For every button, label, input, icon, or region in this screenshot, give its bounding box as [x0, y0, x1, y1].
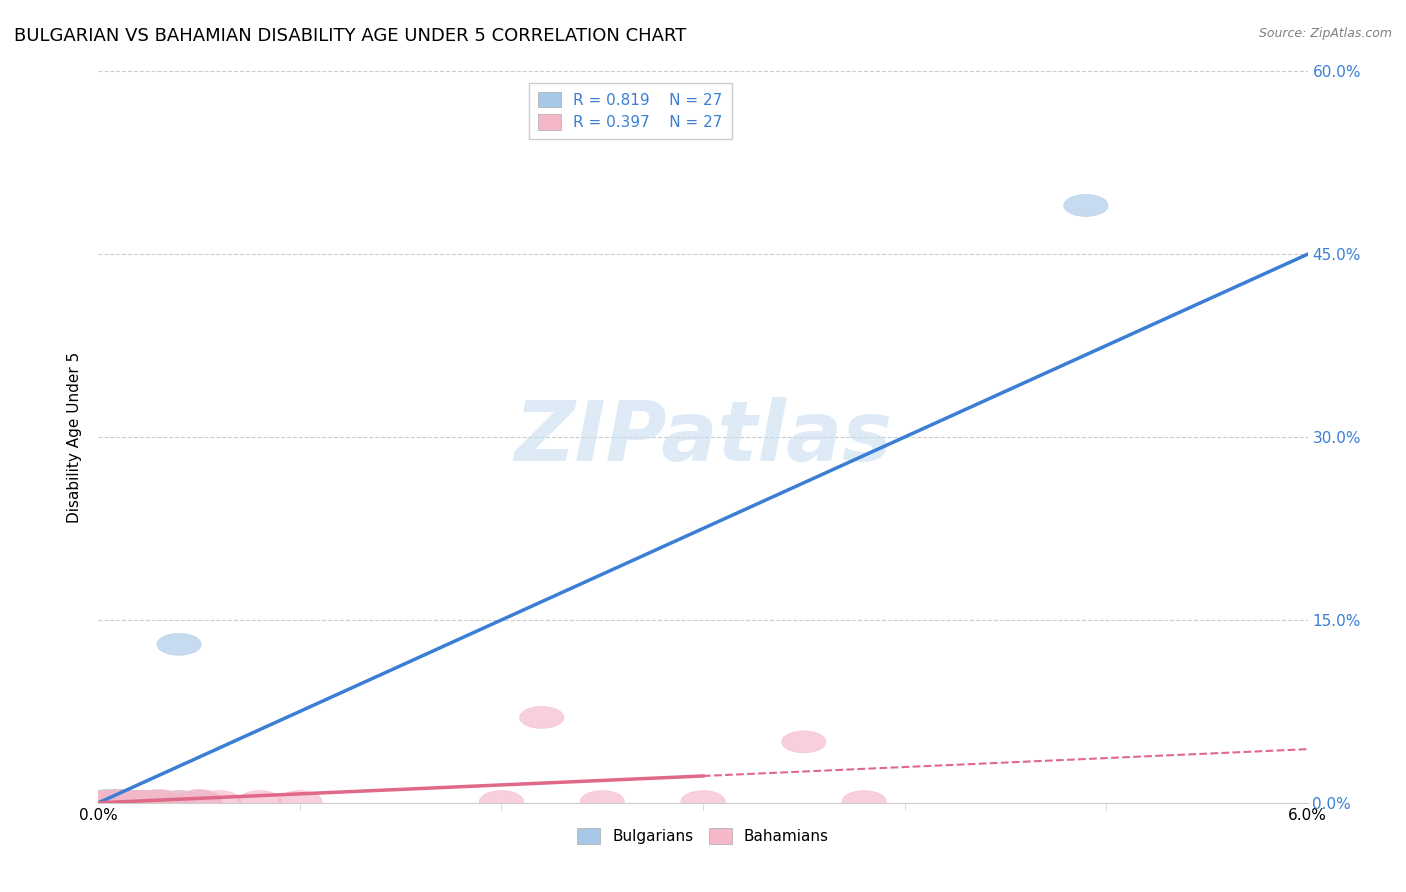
Ellipse shape: [86, 789, 131, 812]
Ellipse shape: [89, 790, 132, 813]
Ellipse shape: [238, 790, 281, 813]
Ellipse shape: [86, 790, 131, 813]
Ellipse shape: [681, 790, 725, 813]
Ellipse shape: [83, 790, 127, 813]
Text: BULGARIAN VS BAHAMIAN DISABILITY AGE UNDER 5 CORRELATION CHART: BULGARIAN VS BAHAMIAN DISABILITY AGE UND…: [14, 27, 686, 45]
Ellipse shape: [98, 790, 143, 813]
Ellipse shape: [83, 790, 127, 813]
Ellipse shape: [97, 790, 141, 813]
Ellipse shape: [157, 633, 201, 656]
Ellipse shape: [177, 790, 221, 813]
Ellipse shape: [89, 790, 132, 813]
Ellipse shape: [97, 789, 141, 812]
Ellipse shape: [121, 790, 165, 813]
Ellipse shape: [107, 790, 150, 813]
Ellipse shape: [278, 790, 322, 813]
Ellipse shape: [94, 790, 139, 813]
Ellipse shape: [136, 790, 181, 813]
Ellipse shape: [177, 789, 221, 812]
Ellipse shape: [108, 790, 153, 813]
Ellipse shape: [84, 790, 129, 813]
Ellipse shape: [117, 790, 160, 813]
Ellipse shape: [93, 790, 136, 813]
Ellipse shape: [97, 790, 141, 813]
Ellipse shape: [127, 790, 172, 813]
Ellipse shape: [112, 790, 157, 813]
Ellipse shape: [103, 790, 146, 813]
Ellipse shape: [93, 790, 136, 813]
Ellipse shape: [157, 790, 201, 813]
Ellipse shape: [104, 790, 149, 813]
Ellipse shape: [177, 790, 221, 813]
Ellipse shape: [197, 790, 242, 813]
Ellipse shape: [112, 790, 157, 813]
Ellipse shape: [136, 789, 181, 812]
Ellipse shape: [107, 790, 150, 813]
Y-axis label: Disability Age Under 5: Disability Age Under 5: [67, 351, 83, 523]
Ellipse shape: [90, 790, 135, 813]
Ellipse shape: [97, 789, 141, 812]
Ellipse shape: [842, 790, 886, 813]
Text: Source: ZipAtlas.com: Source: ZipAtlas.com: [1258, 27, 1392, 40]
Ellipse shape: [127, 790, 172, 813]
Ellipse shape: [136, 790, 181, 813]
Ellipse shape: [100, 790, 145, 813]
Ellipse shape: [84, 790, 129, 813]
Ellipse shape: [782, 731, 825, 753]
Ellipse shape: [157, 790, 201, 813]
Ellipse shape: [520, 706, 564, 729]
Ellipse shape: [100, 790, 145, 813]
Ellipse shape: [86, 790, 131, 813]
Legend: Bulgarians, Bahamians: Bulgarians, Bahamians: [571, 822, 835, 850]
Ellipse shape: [479, 790, 523, 813]
Ellipse shape: [117, 790, 160, 813]
Ellipse shape: [80, 790, 125, 813]
Ellipse shape: [581, 790, 624, 813]
Ellipse shape: [121, 790, 165, 813]
Ellipse shape: [1064, 194, 1108, 217]
Ellipse shape: [80, 790, 125, 813]
Text: ZIPatlas: ZIPatlas: [515, 397, 891, 477]
